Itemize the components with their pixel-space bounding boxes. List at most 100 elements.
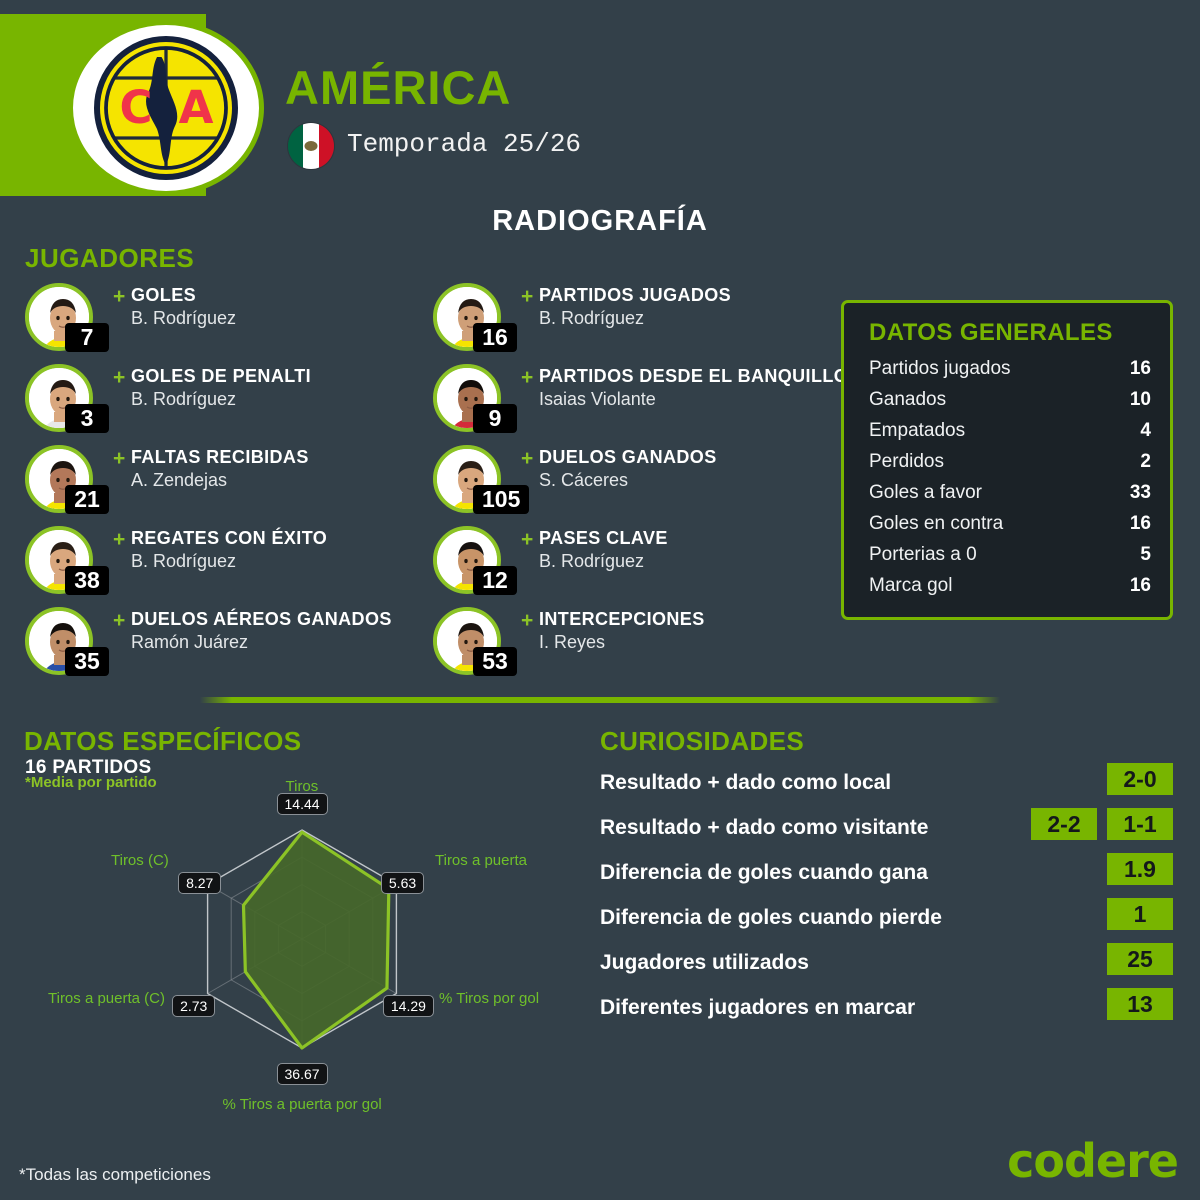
player-stat-value-badge: 38 — [65, 566, 109, 595]
club-crest: C A — [68, 20, 264, 196]
player-name: I. Reyes — [539, 632, 606, 652]
plus-icon: + — [113, 285, 126, 308]
radar-value-label: 5.63 — [380, 871, 425, 894]
curiosidad-row: Resultado + dado como local 2-0 — [600, 763, 1173, 808]
curiosidad-value-badge: 25 — [1107, 943, 1173, 975]
radar-value-label: 36.67 — [276, 1063, 328, 1085]
player-stat-value-badge: 12 — [473, 566, 517, 595]
datos-generales-label: Perdidos — [869, 451, 944, 472]
curiosidad-value-badge: 13 — [1107, 988, 1173, 1020]
player-name: S. Cáceres — [539, 470, 629, 490]
datos-generales-label: Empatados — [869, 420, 966, 441]
datos-generales-row: Goles a favor 33 — [869, 482, 1151, 513]
player-stat-label: GOLES — [131, 285, 197, 305]
datos-generales-value: 16 — [1129, 575, 1151, 596]
curiosidades-title: CURIOSIDADES — [600, 726, 805, 756]
footnote: *Todas las competiciones — [19, 1165, 211, 1184]
datos-generales-panel: DATOS GENERALES Partidos jugados 16 Ganado… — [841, 300, 1173, 620]
radar-value-label: 2.73 — [172, 994, 216, 1017]
jugadores-section-title: JUGADORES — [25, 243, 195, 273]
datos-generales-row: Partidos jugados 16 — [869, 358, 1151, 389]
player-stat-row: 16 + PARTIDOS JUGADOS B. Rodríguez — [433, 283, 853, 364]
plus-icon: + — [521, 609, 534, 632]
datos-especificos-title: DATOS ESPECÍFICOS — [24, 726, 302, 756]
radar-chart-svg — [206, 829, 398, 1050]
player-stat-label: PARTIDOS DESDE EL BANQUILLO — [539, 366, 849, 386]
radar-axis-label: Tiros — [285, 778, 319, 795]
player-stat-value-badge: 7 — [65, 323, 109, 352]
player-stat-row: 7 + GOLES B. Rodríguez — [25, 283, 445, 364]
player-stat-label: GOLES DE PENALTI — [131, 366, 312, 386]
player-stat-row: 3 + GOLES DE PENALTI B. Rodríguez — [25, 364, 445, 445]
player-avatar — [25, 607, 93, 675]
player-name: Ramón Juárez — [131, 632, 249, 652]
player-stat-row: 53 + INTERCEPCIONES I. Reyes — [433, 607, 853, 688]
curiosidad-row: Diferencia de goles cuando pierde 1 — [600, 898, 1173, 943]
player-stat-row: 12 + PASES CLAVE B. Rodríguez — [433, 526, 853, 607]
player-stat-value-badge: 35 — [65, 647, 109, 676]
player-avatar — [25, 283, 93, 351]
curiosidad-label: Diferentes jugadores en marcar — [600, 996, 916, 1019]
codere-logo: codere — [1007, 1134, 1179, 1188]
player-stat-row: 21 + FALTAS RECIBIDAS A. Zendejas — [25, 445, 445, 526]
player-stat-label: DUELOS GANADOS — [539, 447, 717, 467]
radar-axis-label: Tiros (C) — [111, 852, 169, 870]
datos-generales-row: Perdidos 2 — [869, 451, 1151, 482]
page-title: RADIOGRAFÍA — [492, 205, 708, 237]
datos-generales-value: 4 — [1140, 420, 1151, 441]
radar-value-label: 8.27 — [178, 871, 222, 894]
datos-generales-value: 2 — [1140, 451, 1151, 472]
svg-text:C: C — [119, 81, 152, 134]
datos-generales-label: Partidos jugados — [869, 358, 1011, 379]
curiosidad-value-badge: 1 — [1107, 898, 1173, 930]
curiosidad-value-badge: 2-2 — [1031, 808, 1097, 840]
radar-value-label: 14.44 — [276, 793, 328, 815]
player-stat-value-badge: 9 — [473, 404, 517, 433]
plus-icon: + — [113, 447, 126, 470]
datos-generales-row: Goles en contra 16 — [869, 513, 1151, 544]
datos-generales-label: Goles a favor — [869, 482, 982, 503]
datos-generales-label: Marca gol — [869, 575, 953, 596]
plus-icon: + — [113, 528, 126, 551]
datos-generales-value: 16 — [1129, 358, 1151, 379]
player-stat-value-badge: 53 — [473, 647, 517, 676]
datos-generales-label: Ganados — [869, 389, 947, 410]
datos-generales-row: Empatados 4 — [869, 420, 1151, 451]
player-name: A. Zendejas — [131, 470, 228, 490]
section-divider — [200, 697, 1000, 703]
season-label: Temporada 25/26 — [347, 129, 582, 159]
player-name: B. Rodríguez — [539, 308, 645, 328]
datos-generales-label: Goles en contra — [869, 513, 1004, 534]
curiosidad-row: Diferentes jugadores en marcar 13 — [600, 988, 1173, 1033]
player-avatar — [433, 526, 501, 594]
datos-generales-value: 16 — [1129, 513, 1151, 534]
datos-generales-value: 33 — [1129, 482, 1151, 503]
player-avatar — [25, 445, 93, 513]
plus-icon: + — [521, 447, 534, 470]
player-stat-label: FALTAS RECIBIDAS — [131, 447, 309, 467]
player-stat-label: PASES CLAVE — [539, 528, 668, 548]
curiosidad-row: Diferencia de goles cuando gana 1.9 — [600, 853, 1173, 898]
curiosidad-value-badge: 1.9 — [1107, 853, 1173, 885]
player-stat-value-badge: 16 — [473, 323, 517, 352]
player-name: B. Rodríguez — [131, 389, 237, 409]
player-name: B. Rodríguez — [131, 308, 237, 328]
datos-generales-value: 5 — [1140, 544, 1151, 565]
player-stat-label: REGATES CON ÉXITO — [131, 528, 328, 548]
player-stat-label: DUELOS AÉREOS GANADOS — [131, 609, 392, 629]
player-stat-row: 9 + PARTIDOS DESDE EL BANQUILLO Isaias Viol… — [433, 364, 853, 445]
team-name: AMÉRICA — [285, 61, 512, 114]
plus-icon: + — [113, 609, 126, 632]
radar-axis-label: % Tiros por gol — [439, 989, 540, 1007]
plus-icon: + — [521, 528, 534, 551]
plus-icon: + — [113, 366, 126, 389]
player-stat-label: INTERCEPCIONES — [539, 609, 705, 629]
datos-generales-title: DATOS GENERALES — [869, 319, 1113, 346]
player-stat-value-badge: 105 — [473, 485, 530, 514]
datos-generales-label: Porterias a 0 — [869, 544, 977, 565]
curiosidad-label: Jugadores utilizados — [600, 951, 809, 974]
radar-chart: 14.44 5.63 14.29 36.67 2.73 8.27 Tiros Tiros a … — [0, 775, 580, 1120]
player-stat-row: 105 + DUELOS GANADOS S. Cáceres — [433, 445, 853, 526]
radar-axis-label: Tiros a puerta — [435, 852, 527, 870]
curiosidad-label: Diferencia de goles cuando pierde — [600, 906, 942, 929]
